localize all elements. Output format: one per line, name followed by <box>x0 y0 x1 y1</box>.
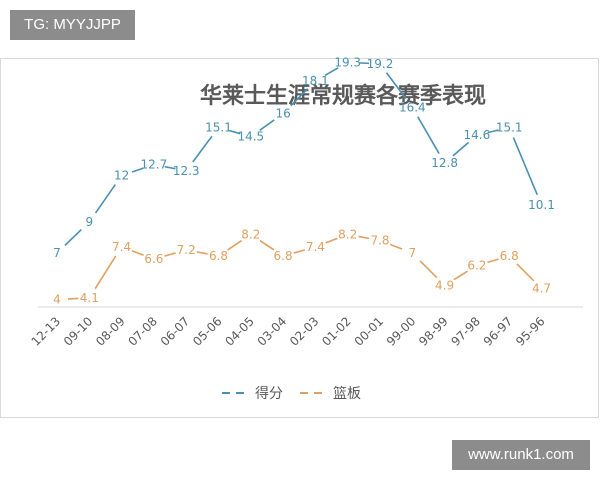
data-label-rebounds: 8.2 <box>338 227 357 241</box>
line-segment-rebounds <box>293 249 306 254</box>
line-segment-points <box>452 141 470 157</box>
website-badge: www.runk1.com <box>452 440 590 470</box>
line-segment-points <box>192 135 213 163</box>
line-segment-rebounds <box>389 243 403 250</box>
data-labels-layer: 7 9 12 12.7 12.3 15.1 14.5 16 18.1 19.3 19.2 16.4 12… <box>53 55 555 306</box>
data-label-points: 14.6 <box>464 128 491 142</box>
data-label-rebounds: 6.6 <box>144 252 163 266</box>
x-tick-label: 07-08 <box>125 314 160 349</box>
x-tick-label: 06-07 <box>158 314 193 349</box>
line-segment-points <box>487 129 499 134</box>
line-segment-rebounds <box>196 251 208 255</box>
data-label-rebounds: 4.1 <box>80 291 99 305</box>
x-tick-label: 96-97 <box>481 314 516 349</box>
data-label-rebounds: 7.2 <box>177 243 196 257</box>
x-tick-label: 02-03 <box>287 314 322 349</box>
data-label-rebounds: 7.4 <box>112 240 131 254</box>
data-label-points: 15.1 <box>496 120 523 134</box>
data-label-rebounds: 4.9 <box>435 279 454 293</box>
x-tick-label: 04-05 <box>222 314 257 349</box>
data-label-points: 15.1 <box>205 120 232 134</box>
line-segment-points <box>417 116 440 154</box>
data-label-points: 19.2 <box>367 57 394 71</box>
data-label-points: 12.7 <box>141 158 168 172</box>
data-label-rebounds: 6.8 <box>209 249 228 263</box>
data-label-points: 18.1 <box>302 74 329 88</box>
line-segment-points <box>259 119 275 131</box>
line-segment-rebounds <box>325 237 338 244</box>
line-segment-rebounds <box>487 258 499 264</box>
data-label-points: 12.3 <box>173 164 200 178</box>
data-label-rebounds: 6.8 <box>500 249 519 263</box>
x-tick-label: 05-06 <box>190 314 225 349</box>
channel-tag-badge: TG: MYYJJPP <box>10 10 135 40</box>
line-segment-rebounds <box>453 270 468 281</box>
line-segment-points <box>290 88 309 107</box>
x-tick-label: 03-04 <box>255 314 290 349</box>
data-label-points: 16 <box>275 106 290 120</box>
line-segment-points <box>324 67 339 77</box>
legend-label-rebounds: 篮板 <box>333 386 361 402</box>
x-tick-label: 09-10 <box>61 314 96 349</box>
line-segment-rebounds <box>227 239 243 251</box>
line-segment-rebounds <box>131 249 144 256</box>
x-tick-label: 98-99 <box>416 314 451 349</box>
data-label-points: 9 <box>85 215 93 229</box>
line-segment-rebounds <box>259 239 275 251</box>
x-tick-label: 99-00 <box>384 314 419 349</box>
data-label-rebounds: 7.8 <box>370 234 389 248</box>
chart-title: 华莱士生涯常规赛各赛季表现 <box>200 83 486 109</box>
data-label-rebounds: 7.4 <box>306 240 325 254</box>
data-label-rebounds: 6.2 <box>467 258 486 272</box>
data-label-rebounds: 7 <box>408 246 416 260</box>
data-label-rebounds: 8.2 <box>241 227 260 241</box>
data-label-rebounds: 4 <box>53 292 61 306</box>
line-segment-rebounds <box>358 235 370 240</box>
line-segment-rebounds <box>419 260 438 279</box>
data-label-points: 14.5 <box>237 130 264 144</box>
line-segment-points <box>228 129 241 135</box>
x-tick-label: 00-01 <box>352 314 387 349</box>
series-layer <box>64 62 539 300</box>
x-tick-label: 12-13 <box>29 314 64 349</box>
data-label-points: 7 <box>53 246 61 260</box>
line-segment-points <box>64 229 82 246</box>
line-segment-points <box>385 72 407 99</box>
chart-frame <box>0 58 599 418</box>
data-label-points: 10.1 <box>528 198 555 212</box>
line-segment-points <box>164 165 176 170</box>
x-tick-labels: 12-1309-1008-0907-0806-0705-0604-0503-04… <box>29 314 548 349</box>
x-tick-label: 97-98 <box>448 314 483 349</box>
data-label-points: 12.8 <box>431 156 458 170</box>
data-label-rebounds: 4.7 <box>532 282 551 296</box>
data-label-points: 12 <box>114 168 129 182</box>
x-tick-label: 08-09 <box>93 314 128 349</box>
chart-legend: 得分 篮板 <box>222 385 361 402</box>
x-tick-label: 95-96 <box>513 314 548 349</box>
line-segment-points <box>131 167 144 173</box>
line-segment-rebounds <box>516 263 535 282</box>
data-label-points: 19.3 <box>334 55 361 69</box>
x-tick-label: 01-02 <box>319 314 354 349</box>
legend-label-points: 得分 <box>255 385 283 402</box>
data-label-points: 16.4 <box>399 100 426 114</box>
line-segment-points <box>94 184 116 214</box>
data-label-rebounds: 6.8 <box>274 249 293 263</box>
line-segment-rebounds <box>94 255 117 290</box>
line-segment-points <box>512 137 539 196</box>
line-segment-rebounds <box>164 252 176 257</box>
